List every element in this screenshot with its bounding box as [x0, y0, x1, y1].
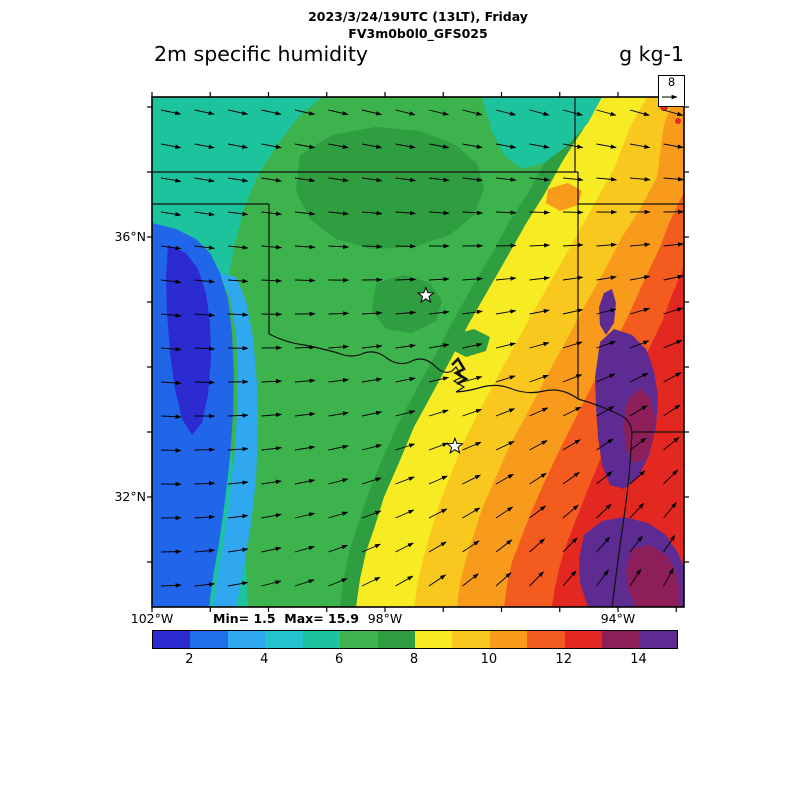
colorbar-segment — [414, 631, 453, 648]
colorbar-segment — [564, 631, 603, 648]
colorbar-tick-label: 8 — [409, 652, 419, 667]
colorbar-tick-label: 12 — [555, 652, 572, 667]
wind-vector-field — [160, 109, 684, 588]
colorbar-segment — [153, 631, 191, 648]
colorbar-tick-label: 2 — [185, 652, 194, 667]
humidity-map-svg — [147, 92, 689, 612]
lake-texoma — [451, 356, 469, 386]
texas-arkansas-border — [577, 398, 633, 433]
model-name-label: FV3m0b0l0_GFS025 — [348, 25, 488, 41]
plot-header: 2023/3/24/19UTC (13LT), Friday FV3m0b0l0… — [152, 9, 684, 42]
colorbar-segment — [639, 631, 677, 648]
colorbar-segment — [602, 631, 640, 648]
map-area — [140, 85, 696, 619]
star-dallas — [445, 436, 464, 454]
reference-vector-box: 8 — [658, 75, 685, 107]
colorbar-segment — [190, 631, 228, 648]
units-label: g kg-1 — [619, 42, 684, 66]
minmax-label: Min= 1.5 Max= 15.9 — [213, 611, 359, 626]
colorbar-segment — [377, 631, 415, 648]
lon-label: 98°W — [367, 611, 403, 626]
axis-ticks — [147, 92, 689, 612]
star-oklahoma-city — [416, 286, 435, 304]
colorbar-segment — [340, 631, 378, 648]
red-river — [268, 333, 579, 400]
colorbar-tick-label: 14 — [630, 652, 647, 667]
valid-time-label: 2023/3/24/19UTC (13LT), Friday — [308, 9, 528, 24]
state-borders — [152, 97, 684, 607]
humidity-field — [152, 97, 684, 607]
colorbar — [152, 630, 678, 649]
city-star-markers — [416, 286, 464, 454]
plot-title-row: 2m specific humidity g kg-1 — [152, 42, 684, 68]
lat-label: 36°N — [114, 229, 146, 244]
colorbar-tick-label: 4 — [260, 652, 269, 667]
lon-label: 94°W — [600, 611, 636, 626]
colorbar-segment — [227, 631, 266, 648]
reference-vector-value: 8 — [667, 75, 676, 89]
lat-label: 32°N — [114, 489, 146, 504]
colorbar-tick-label: 6 — [335, 652, 344, 667]
map-frame — [151, 96, 685, 608]
lon-label: 102°W — [130, 611, 174, 626]
reference-vector-arrow — [662, 94, 678, 100]
colorbar-segment — [265, 631, 303, 648]
colorbar-segment — [302, 631, 341, 648]
colorbar-tick-label: 10 — [480, 652, 498, 667]
colorbar-segment — [452, 631, 490, 648]
colorbar-segment — [527, 631, 565, 648]
texas-louisiana-border — [611, 431, 633, 607]
field-title: 2m specific humidity — [154, 42, 369, 66]
colorbar-segment — [489, 631, 528, 648]
